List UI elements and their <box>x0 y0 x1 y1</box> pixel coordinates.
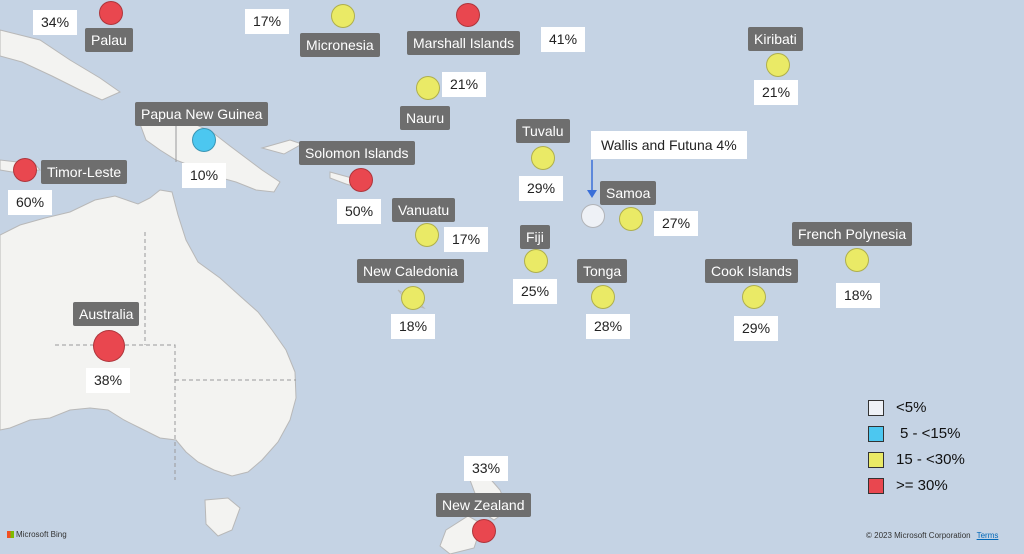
tasmania-landmass <box>204 497 241 537</box>
copyright-text: © 2023 Microsoft Corporation <box>866 531 971 540</box>
legend-item: >= 30% <box>868 474 998 500</box>
timor-leste-marker[interactable] <box>13 158 37 182</box>
microsoft-logo-icon <box>7 531 14 538</box>
legend: <5% 5 - <15% 15 - <30% >= 30% <box>868 396 998 500</box>
legend-swatch <box>868 478 884 494</box>
cook-islands-value: 29% <box>734 316 779 341</box>
new-caledonia-label: New Caledonia <box>357 259 464 283</box>
tuvalu-label: Tuvalu <box>516 119 570 143</box>
fiji-value: 25% <box>513 279 558 304</box>
solomon-islands-value: 50% <box>337 199 382 224</box>
tonga-label: Tonga <box>577 259 628 283</box>
new-caledonia-value: 18% <box>391 314 436 339</box>
australia-value: 38% <box>86 368 131 393</box>
legend-label: 5 - <15% <box>900 425 961 442</box>
solomon-islands-label: Solomon Islands <box>299 141 415 165</box>
tonga-value: 28% <box>586 314 631 339</box>
micronesia-marker[interactable] <box>331 4 355 28</box>
australia-marker[interactable] <box>93 330 125 362</box>
new-zealand-marker[interactable] <box>472 519 496 543</box>
timor-leste-value: 60% <box>8 190 53 215</box>
french-polynesia-marker[interactable] <box>845 248 869 272</box>
vanuatu-label: Vanuatu <box>392 198 456 222</box>
papua-new-guinea-value: 10% <box>182 163 227 188</box>
legend-label: <5% <box>896 399 927 416</box>
samoa-label: Samoa <box>600 181 657 205</box>
legend-item: 15 - <30% <box>868 448 998 474</box>
nauru-label: Nauru <box>400 106 451 130</box>
legend-label: >= 30% <box>896 477 948 494</box>
new-caledonia-marker[interactable] <box>401 286 425 310</box>
terms-link[interactable]: Terms <box>976 531 999 540</box>
wallis-and-futuna-marker[interactable] <box>581 204 605 228</box>
new-zealand-value: 33% <box>464 456 509 481</box>
papua-new-guinea-label: Papua New Guinea <box>135 102 269 126</box>
vanuatu-marker[interactable] <box>415 223 439 247</box>
legend-swatch <box>868 426 884 442</box>
solomon-islands-marker[interactable] <box>349 168 373 192</box>
legend-swatch <box>868 400 884 416</box>
legend-label: 15 - <30% <box>896 451 965 468</box>
australia-landmass <box>0 189 297 477</box>
french-polynesia-label: French Polynesia <box>792 222 913 246</box>
papua-new-guinea-marker[interactable] <box>192 128 216 152</box>
marshall-islands-marker[interactable] <box>456 3 480 27</box>
french-polynesia-value: 18% <box>836 283 881 308</box>
new-zealand-label: New Zealand <box>436 493 531 517</box>
tuvalu-marker[interactable] <box>531 146 555 170</box>
cook-islands-marker[interactable] <box>742 285 766 309</box>
tuvalu-value: 29% <box>519 176 564 201</box>
legend-item: 5 - <15% <box>868 422 998 448</box>
vanuatu-value: 17% <box>444 227 489 252</box>
nauru-marker[interactable] <box>416 76 440 100</box>
palau-value: 34% <box>33 10 78 35</box>
kiribati-label: Kiribati <box>748 27 803 51</box>
kiribati-value: 21% <box>754 80 799 105</box>
tonga-marker[interactable] <box>591 285 615 309</box>
palau-marker[interactable] <box>99 1 123 25</box>
indonesia-landmass <box>0 29 122 101</box>
australia-label: Australia <box>73 302 140 326</box>
fiji-marker[interactable] <box>524 249 548 273</box>
marshall-islands-label: Marshall Islands <box>407 31 521 55</box>
timor-leste-label: Timor-Leste <box>41 160 128 184</box>
legend-swatch <box>868 452 884 468</box>
fiji-label: Fiji <box>520 225 550 249</box>
cook-islands-label: Cook Islands <box>705 259 798 283</box>
australia-state-borders <box>55 232 296 480</box>
samoa-marker[interactable] <box>619 207 643 231</box>
bing-logo[interactable]: Microsoft Bing <box>7 530 67 539</box>
palau-label: Palau <box>85 28 133 52</box>
kiribati-marker[interactable] <box>766 53 790 77</box>
nauru-value: 21% <box>442 72 487 97</box>
bing-logo-text: Microsoft Bing <box>16 530 67 539</box>
micronesia-value: 17% <box>245 9 290 34</box>
copyright-notice: © 2023 Microsoft Corporation Terms <box>866 531 998 540</box>
micronesia-label: Micronesia <box>300 33 380 57</box>
wallis-and-futuna-callout: Wallis and Futuna 4% <box>591 131 747 159</box>
new-britain-landmass <box>260 139 304 155</box>
legend-item: <5% <box>868 396 998 422</box>
callout-arrow-icon <box>587 160 597 198</box>
marshall-islands-value: 41% <box>541 27 586 52</box>
samoa-value: 27% <box>654 211 699 236</box>
